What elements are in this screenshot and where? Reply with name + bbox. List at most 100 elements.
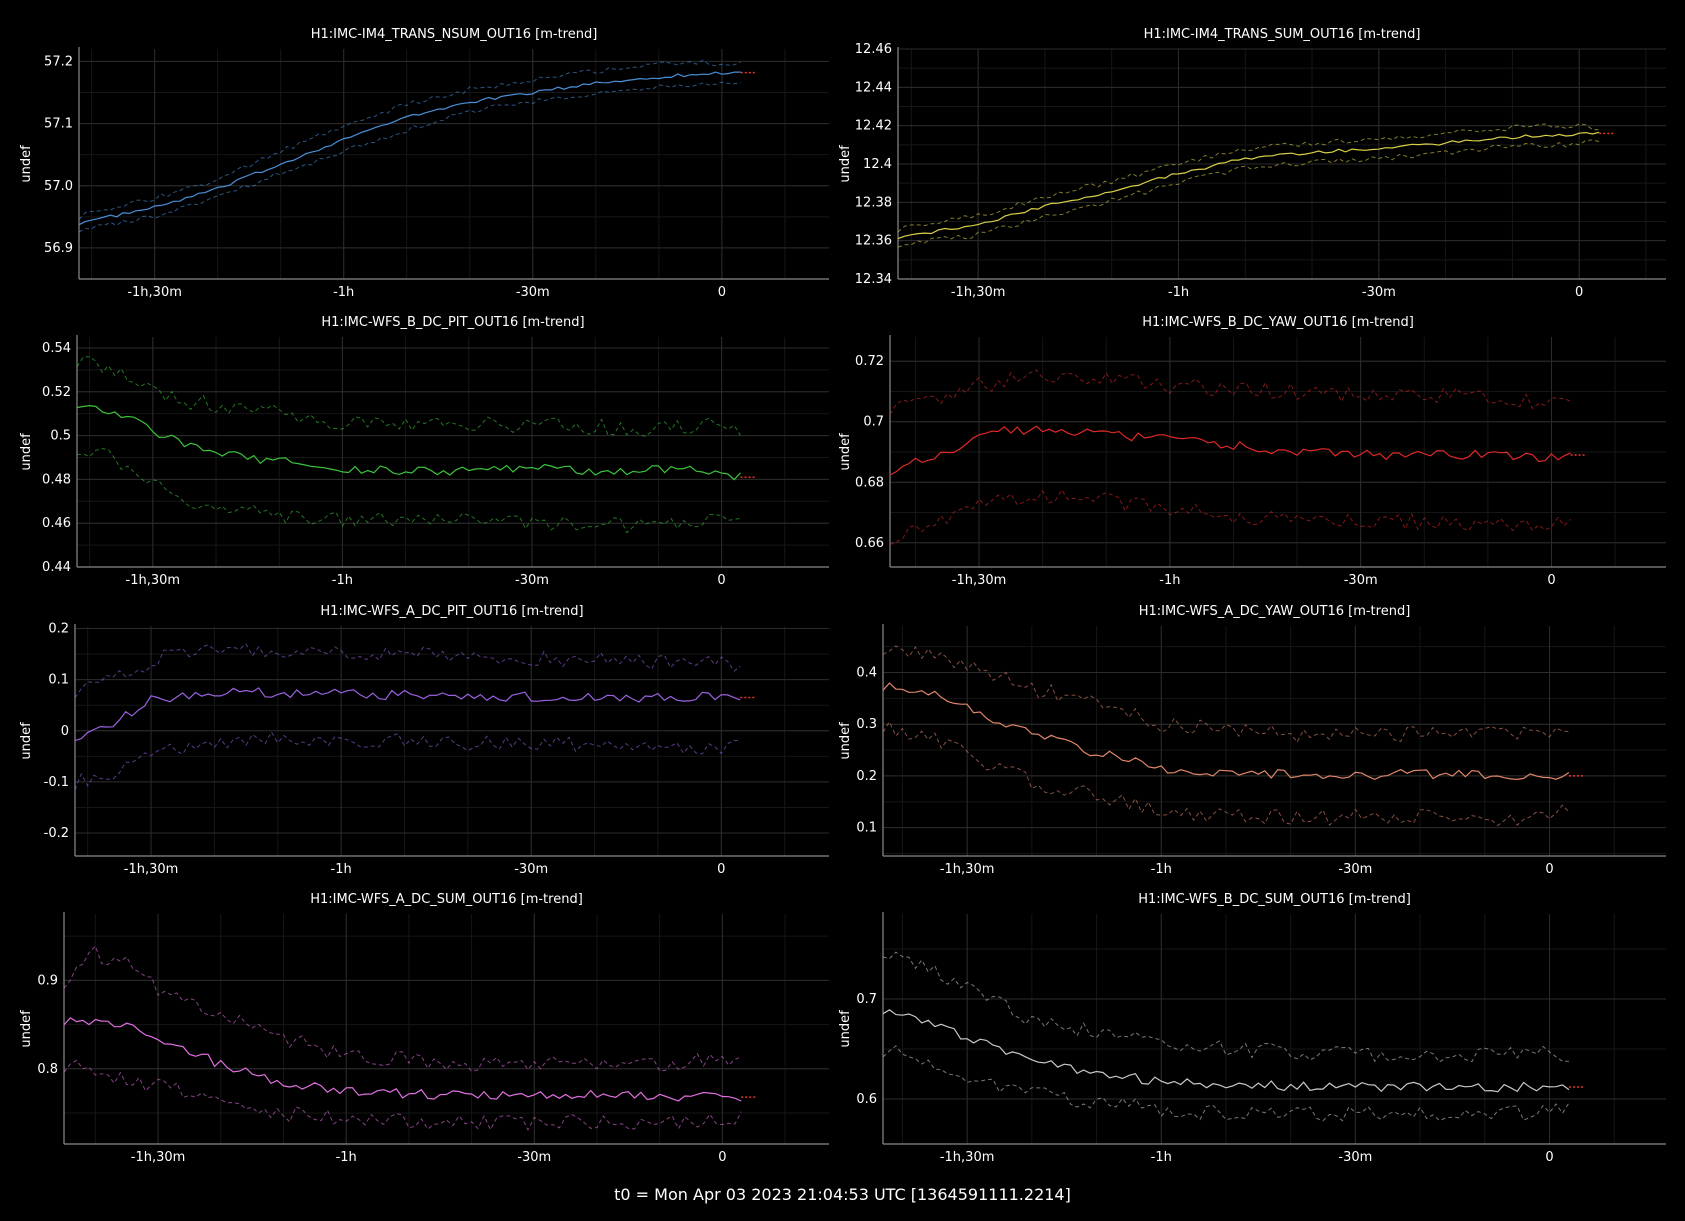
y-tick-label: 56.9	[44, 241, 73, 256]
series-max-line	[883, 645, 1569, 744]
series-mean-line	[64, 1017, 742, 1102]
series-mean-line	[75, 687, 741, 742]
y-axis-label: undef	[838, 145, 853, 183]
x-tick-label: -1h	[1168, 285, 1189, 300]
series-mean-line	[898, 131, 1600, 240]
chart-title: H1:IMC-WFS_B_DC_PIT_OUT16 [m-trend]	[321, 315, 584, 330]
x-tick-label: -1h	[1159, 573, 1180, 588]
y-tick-label: 0.66	[855, 536, 884, 551]
y-tick-label: 0.54	[42, 341, 71, 356]
y-tick-label: 0.46	[42, 516, 71, 531]
x-tick-label: -30m	[514, 862, 548, 877]
chart-panel-6: H1:IMC-WFS_A_DC_YAW_OUT16 [m-trend] undef…	[838, 604, 1666, 877]
x-tick-label: 0	[1575, 285, 1583, 300]
x-tick-label: 0	[718, 1150, 726, 1165]
y-tick-label: 12.34	[855, 272, 892, 287]
x-tick-label: -30m	[1338, 862, 1372, 877]
y-tick-label: 12.44	[855, 80, 892, 95]
y-tick-label: 57.0	[44, 179, 73, 194]
y-axis-label: undef	[838, 1010, 853, 1048]
x-tick-label: -1h	[332, 573, 353, 588]
series-min-line	[77, 448, 741, 534]
y-tick-label: 0.7	[863, 415, 884, 430]
y-tick-label: 0.48	[42, 472, 71, 487]
series-max-line	[79, 59, 741, 220]
y-tick-label: 12.42	[855, 119, 892, 134]
y-tick-label: 57.1	[44, 117, 73, 132]
x-tick-label: -30m	[515, 573, 549, 588]
x-tick-label: 0	[1545, 862, 1553, 877]
x-tick-label: -1h,30m	[940, 862, 995, 877]
x-tick-label: -1h,30m	[124, 862, 179, 877]
y-tick-label: 0.2	[48, 622, 69, 637]
chart-panel-7: H1:IMC-WFS_A_DC_SUM_OUT16 [m-trend] undef…	[19, 892, 829, 1165]
series-group	[64, 945, 742, 1131]
series-min-line	[883, 720, 1570, 827]
y-axis-label: undef	[838, 722, 853, 760]
y-tick-label: 12.36	[855, 234, 892, 249]
series-group	[883, 951, 1570, 1122]
chart-title: H1:IMC-WFS_A_DC_PIT_OUT16 [m-trend]	[320, 604, 583, 619]
x-tick-label: -1h	[333, 285, 354, 300]
x-tick-label: 0	[1545, 1150, 1553, 1165]
series-min-line	[890, 488, 1571, 546]
x-tick-label: -1h,30m	[131, 1150, 186, 1165]
chart-title: H1:IMC-WFS_B_DC_YAW_OUT16 [m-trend]	[1142, 315, 1414, 330]
x-tick-label: -30m	[516, 285, 550, 300]
series-max-line	[898, 123, 1600, 233]
y-tick-label: 57.2	[44, 54, 73, 69]
x-tick-label: -1h,30m	[126, 573, 181, 588]
y-tick-label: 0.72	[855, 354, 884, 369]
series-min-line	[883, 1045, 1570, 1122]
chart-panel-5: H1:IMC-WFS_A_DC_PIT_OUT16 [m-trend] undef…	[19, 604, 829, 877]
t0-caption: t0 = Mon Apr 03 2023 21:04:53 UTC [13645…	[614, 1185, 1071, 1204]
y-tick-label: 0.52	[42, 385, 71, 400]
series-mean-line	[883, 682, 1570, 781]
y-tick-label: 0.4	[856, 666, 877, 681]
y-axis-label: undef	[19, 1010, 34, 1048]
y-tick-label: 0	[61, 724, 69, 739]
series-group	[898, 123, 1600, 248]
y-tick-label: 0.44	[42, 560, 71, 575]
x-tick-label: -30m	[1344, 573, 1378, 588]
series-max-line	[77, 356, 741, 437]
y-tick-label: 0.8	[37, 1062, 58, 1077]
y-tick-label: 0.1	[48, 673, 69, 688]
x-tick-label: -1h,30m	[940, 1150, 995, 1165]
series-max-line	[64, 945, 742, 1072]
x-tick-label: 0	[1547, 573, 1555, 588]
series-mean-line	[883, 1009, 1570, 1093]
series-group	[79, 59, 741, 233]
y-axis-label: undef	[19, 722, 34, 760]
chart-panel-8: H1:IMC-WFS_B_DC_SUM_OUT16 [m-trend] undef…	[838, 892, 1666, 1165]
x-tick-label: -1h	[336, 1150, 357, 1165]
chart-title: H1:IMC-WFS_B_DC_SUM_OUT16 [m-trend]	[1138, 892, 1411, 907]
y-axis-label: undef	[838, 433, 853, 471]
series-max-line	[883, 951, 1569, 1063]
y-tick-label: 0.3	[856, 717, 877, 732]
y-tick-label: 0.2	[856, 769, 877, 784]
series-group	[890, 369, 1571, 546]
series-min-line	[898, 139, 1600, 248]
x-tick-label: 0	[717, 573, 725, 588]
x-tick-label: -1h,30m	[951, 285, 1006, 300]
series-min-line	[75, 730, 741, 790]
x-tick-label: 0	[718, 285, 726, 300]
y-tick-label: -0.1	[44, 775, 69, 790]
y-tick-label: 12.4	[863, 157, 892, 172]
y-tick-label: 0.7	[856, 992, 877, 1007]
chart-title: H1:IMC-IM4_TRANS_NSUM_OUT16 [m-trend]	[311, 27, 598, 42]
x-tick-label: -1h	[1151, 862, 1172, 877]
y-tick-label: 0.6	[856, 1092, 877, 1107]
chart-panel-4: H1:IMC-WFS_B_DC_YAW_OUT16 [m-trend] undef…	[838, 315, 1666, 588]
series-mean-line	[77, 404, 741, 481]
y-tick-label: -0.2	[44, 826, 69, 841]
x-tick-label: 0	[717, 862, 725, 877]
x-tick-label: -30m	[1338, 1150, 1372, 1165]
y-tick-label: 0.1	[856, 821, 877, 836]
chart-title: H1:IMC-WFS_A_DC_SUM_OUT16 [m-trend]	[310, 892, 583, 907]
x-tick-label: -1h	[331, 862, 352, 877]
y-tick-label: 0.68	[855, 475, 884, 490]
series-min-line	[79, 81, 741, 233]
